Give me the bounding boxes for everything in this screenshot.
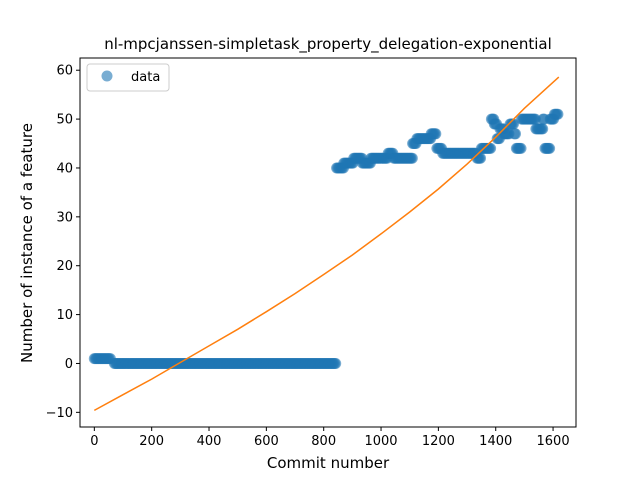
y-tick-label: 60 [56,64,73,79]
data-point [330,358,342,369]
fit-line [93,76,560,412]
x-tick-label: 400 [197,434,222,449]
data-point [485,142,497,154]
y-tick-label: −10 [46,406,73,421]
y-tick-label: 50 [56,113,73,128]
y-tick-label: 0 [65,357,73,372]
x-tick-label: 1600 [537,434,570,449]
x-tick-label: 1200 [422,434,455,449]
data-point [552,108,564,120]
legend-label-data: data [131,70,160,85]
x-tick-label: 600 [254,434,279,449]
y-tick-label: 40 [56,161,73,176]
y-tick-label: 30 [56,210,73,225]
chart-title: nl-mpcjanssen-simpletask_property_delega… [104,35,552,54]
y-tick-label: 20 [56,259,73,274]
data-point [430,128,442,140]
axes-frame [79,57,577,428]
data-point [406,152,418,164]
x-axis-label: Commit number [267,454,390,472]
legend: data [86,63,170,92]
x-tick-label: 0 [90,434,98,449]
y-axis: −10 0 10 20 30 40 50 60 [46,64,80,421]
data-point [537,123,549,135]
y-axis-label: Number of instance of a feature [18,123,36,363]
x-tick-label: 1400 [479,434,512,449]
plot-area [79,57,577,428]
data-point [515,142,527,154]
data-point [529,113,541,125]
y-tick-label: 10 [56,308,73,323]
x-tick-label: 1000 [364,434,397,449]
x-tick-label: 800 [311,434,336,449]
x-axis: 0 200 400 600 800 1000 1200 1400 1600 [90,427,570,449]
x-tick-label: 200 [139,434,164,449]
data-point [544,142,556,154]
data-point [510,128,521,140]
legend-marker [101,70,113,82]
data-point [475,152,486,164]
